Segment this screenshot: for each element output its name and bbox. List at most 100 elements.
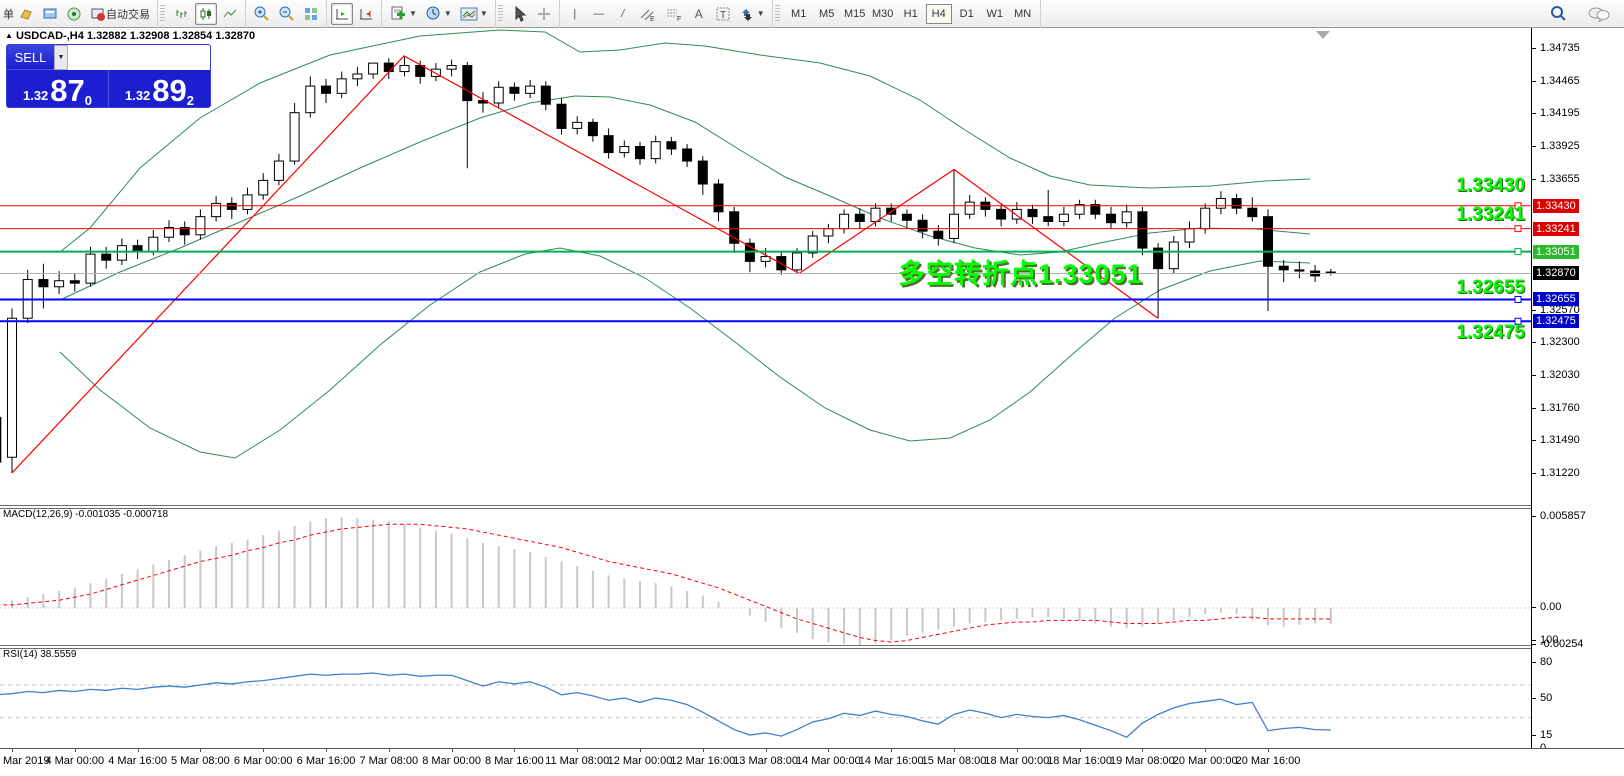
timeframe-button-d1[interactable]: D1	[959, 7, 974, 20]
toolbar-group-cursor	[505, 0, 560, 28]
trendline-icon[interactable]: /	[621, 7, 625, 20]
pivot-annotation: 多空转折点1.33051	[898, 259, 1143, 289]
price-tick-1.33925: 1.33925	[1540, 139, 1580, 152]
volume-stepper: ▼ ▲	[54, 45, 210, 70]
price-badge-1.33430: 1.33430	[1533, 198, 1579, 213]
toolbar-group-objects: ▼ ▼ ▼	[382, 0, 496, 28]
macd-label: MACD(12,26,9) -0.001035 -0.000718	[3, 509, 169, 520]
time-axis[interactable]: Mar 2019 4 Mar 00:00 4 Mar 16:00 5 Mar 08:0…	[0, 748, 1624, 775]
line-chart-icon[interactable]	[219, 3, 241, 25]
chart-area[interactable]: ▲ USDCAD-,H4 1.32882 1.32908 1.32854 1.3…	[0, 28, 1624, 757]
timeframe-button-mn[interactable]: MN	[1014, 7, 1032, 20]
time-label-1: 4 Mar 00:00	[45, 755, 105, 767]
time-label-10: 12 Mar 00:00	[607, 755, 673, 767]
timeframe-button-h1[interactable]: H1	[903, 7, 918, 20]
time-label-3: 5 Mar 08:00	[171, 755, 230, 767]
buy-price[interactable]: 1.32 89 2	[109, 70, 210, 108]
chart-shift-icon[interactable]	[331, 2, 353, 25]
chevron-down-icon: ▼	[409, 9, 417, 18]
time-label-15: 15 Mar 08:00	[921, 755, 987, 767]
volume-down-button[interactable]: ▼	[54, 45, 68, 70]
time-label-17: 18 Mar 16:00	[1047, 755, 1113, 767]
chat-icon[interactable]	[1585, 3, 1613, 25]
chart-shift-marker[interactable]	[1316, 31, 1330, 39]
time-label-6: 7 Mar 08:00	[359, 755, 419, 767]
text-label-icon[interactable]: T	[712, 3, 734, 25]
time-label-7: 8 Mar 00:00	[422, 755, 481, 767]
time-label-11: 12 Mar 16:00	[670, 755, 736, 767]
time-label-19: 20 Mar 00:00	[1172, 755, 1238, 767]
channel-icon[interactable]: E	[636, 3, 660, 25]
buy-price-sup: 2	[186, 93, 195, 108]
tile-windows-icon[interactable]	[300, 3, 322, 25]
macd-signal-line	[0, 523, 1331, 643]
toolbar-group-main: 单 自动交易	[0, 0, 158, 28]
toolbar-group-shift	[327, 0, 382, 28]
crosshair-icon[interactable]	[533, 3, 555, 25]
sell-price[interactable]: 1.32 87 0	[7, 70, 109, 107]
time-label-8: 8 Mar 16:00	[485, 755, 544, 767]
timeframe-button-m1[interactable]: M1	[791, 7, 807, 20]
price-badge-1.32475: 1.32475	[1533, 314, 1579, 329]
toolbar-group-lines: | — / E F A T ▼	[560, 0, 773, 28]
horizontal-line-icon[interactable]: —	[593, 7, 605, 20]
vertical-line-icon[interactable]: |	[573, 7, 577, 20]
bar-chart-icon[interactable]	[171, 3, 193, 25]
new-order-icon[interactable]: ▼	[386, 3, 420, 25]
zoom-in-icon[interactable]	[250, 3, 273, 25]
price-tick-1.32030: 1.32030	[1540, 369, 1580, 382]
macd-panel[interactable]	[0, 509, 1531, 645]
time-label-18: 19 Mar 08:00	[1109, 755, 1175, 767]
chevron-down-icon: ▼	[479, 9, 488, 18]
rsi-label: RSI(14) 38.5559	[3, 649, 77, 660]
price-tick-1.32570: 1.32570	[1540, 303, 1580, 316]
price-badge-1.33241: 1.33241	[1533, 221, 1579, 236]
chart-title: ▲ USDCAD-,H4 1.32882 1.32908 1.32854 1.3…	[5, 30, 255, 42]
arrows-icon[interactable]: ▼	[736, 3, 768, 25]
price-badge-1.32655: 1.32655	[1533, 292, 1579, 307]
svg-text:T: T	[720, 10, 726, 21]
macd-panel-divider[interactable]	[0, 505, 1624, 509]
volume-input[interactable]	[68, 45, 210, 70]
rsi-panel-divider[interactable]	[0, 645, 1624, 649]
cursor-icon[interactable]	[509, 3, 531, 25]
periods-icon[interactable]: ▼	[422, 3, 455, 25]
price-axis[interactable]: 1.34735 1.34465 1.34195 1.33925 1.33655 1.325…	[1531, 28, 1624, 754]
time-label-20: 20 Mar 16:00	[1235, 755, 1301, 767]
timeframe-button-w1[interactable]: W1	[986, 7, 1003, 20]
timeframe-button-m30[interactable]: M30	[871, 7, 894, 20]
autotrading-button[interactable]: 自动交易	[87, 3, 153, 25]
expert-icon[interactable]	[63, 3, 85, 25]
toolbar-group-zoom	[246, 0, 327, 28]
rsi-line	[0, 672, 1331, 738]
sell-button[interactable]: SELL	[7, 45, 54, 70]
chart-title-ohlc: 1.32882 1.32908 1.32854 1.32870	[86, 30, 256, 42]
level-label-1.33241: 1.33241	[1456, 204, 1525, 225]
price-tick-1.33655: 1.33655	[1540, 172, 1580, 185]
sell-price-prefix: 1.32	[22, 88, 49, 103]
zoom-out-icon[interactable]	[275, 3, 298, 25]
terminal-icon[interactable]	[39, 3, 61, 25]
timeframe-button-m15[interactable]: M15	[843, 7, 866, 20]
chevron-down-icon: ▼	[756, 9, 765, 18]
text-icon[interactable]: A	[694, 6, 703, 21]
toolbar-grip	[160, 4, 165, 23]
quote-icon[interactable]	[15, 3, 37, 25]
indicator-axis-label: 0.005857	[1540, 510, 1586, 522]
templates-icon[interactable]: ▼	[457, 3, 491, 25]
chart-title-symbol: USDCAD-,H4	[15, 30, 84, 42]
buy-price-big: 89	[152, 73, 187, 108]
toolbar-grip	[774, 4, 780, 23]
fibonacci-icon[interactable]: F	[662, 3, 686, 25]
search-icon[interactable]	[1546, 3, 1570, 25]
left-fragment-label: 单	[3, 8, 14, 21]
price-badge-1.33051: 1.33051	[1533, 244, 1579, 259]
timeframe-button-h4[interactable]: H4	[925, 3, 952, 24]
main-price-chart[interactable]	[0, 28, 1531, 477]
timeframe-button-m5[interactable]: M5	[819, 7, 835, 20]
chart-autoscroll-icon[interactable]	[355, 3, 377, 25]
indicator-axis-label: 50	[1540, 692, 1553, 704]
indicator-axis-label: 80	[1540, 656, 1553, 668]
candlestick-chart-icon[interactable]	[195, 2, 217, 25]
time-label-2: 4 Mar 16:00	[108, 755, 167, 767]
